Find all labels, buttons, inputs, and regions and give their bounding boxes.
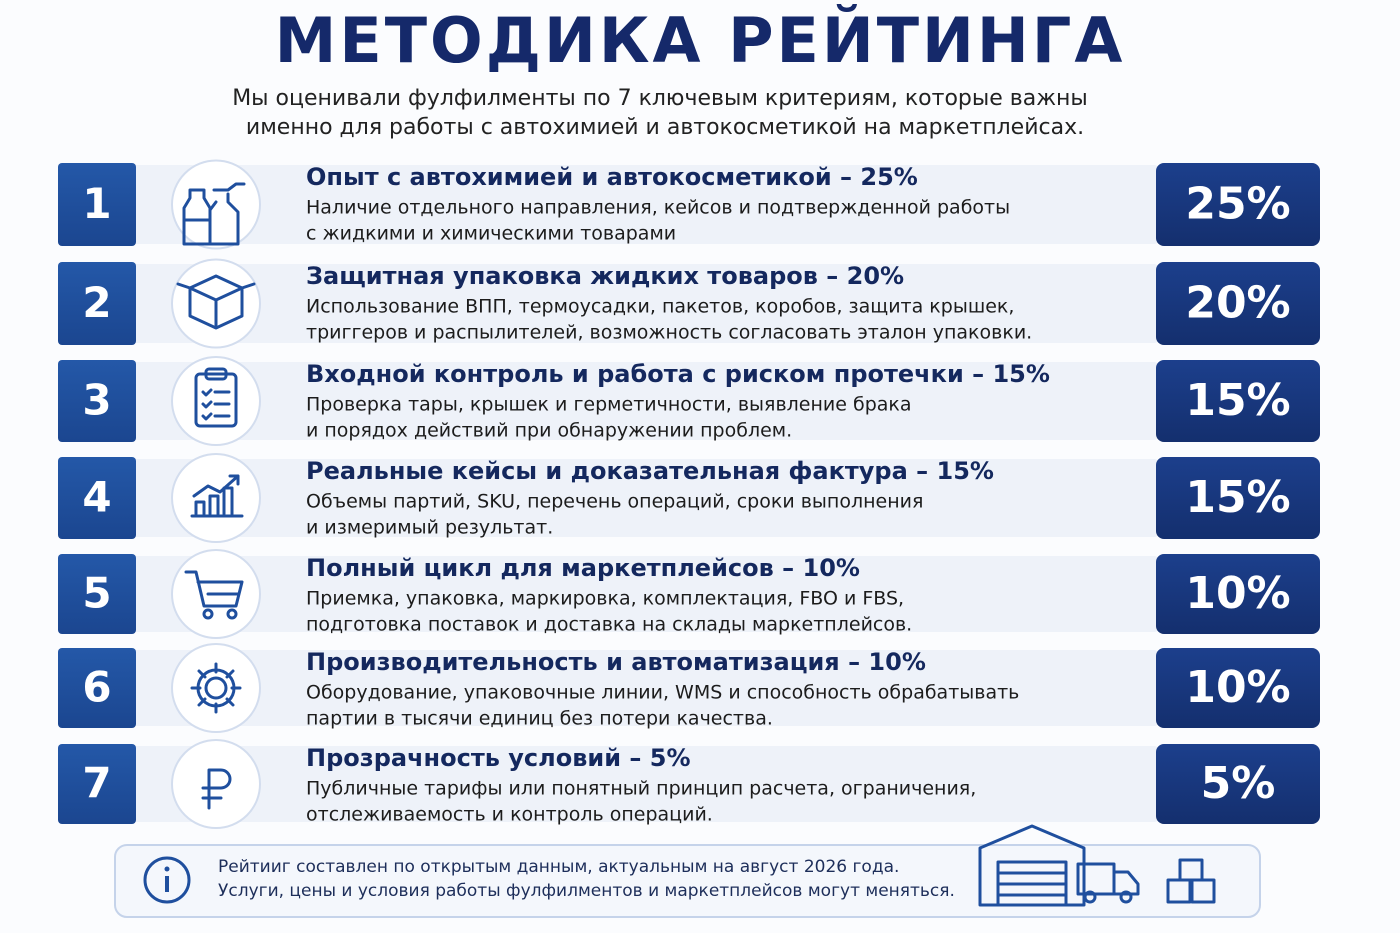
criterion-row: 6 Производительность и автоматизация – 10… bbox=[58, 643, 1320, 733]
criterion-icon bbox=[194, 367, 238, 428]
criterion-description: Наличие отдельного направления, кейсов и… bbox=[306, 197, 1010, 219]
icon-circle bbox=[171, 356, 261, 446]
number: 2 bbox=[82, 278, 111, 327]
weight-box bbox=[1156, 262, 1320, 345]
weight-box bbox=[1156, 554, 1320, 634]
criterion-row: 1 Опыт с автохимией и автокосметикой – 25… bbox=[58, 159, 1320, 250]
criterion-description: триггеров и распылителей, возможность со… bbox=[306, 322, 1032, 344]
criterion-description: Оборудование, упаковочные линии, WMS и с… bbox=[306, 682, 1019, 704]
criterion-description: партии в тысячи единиц без потери качест… bbox=[306, 708, 773, 730]
number: 6 bbox=[82, 663, 111, 712]
criterion-title: Реальные кейсы и доказательная фактура –… bbox=[306, 457, 994, 485]
criterion-description: отслеживаемость и контроль операций. bbox=[306, 804, 713, 826]
weight-box bbox=[1156, 457, 1320, 539]
weight: 15% bbox=[1185, 375, 1290, 426]
weight: 15% bbox=[1185, 472, 1290, 523]
number: 1 bbox=[82, 179, 111, 228]
number: 4 bbox=[82, 473, 111, 522]
row-panel bbox=[130, 362, 1160, 440]
criterion-icon bbox=[190, 474, 244, 518]
criterion-description: и измеримый результат. bbox=[306, 517, 553, 539]
criterion-description: Проверка тары, крышек и герметичности, в… bbox=[306, 394, 912, 416]
weight: 25% bbox=[1185, 179, 1290, 230]
criterion-description: Приемка, упаковка, маркировка, комплекта… bbox=[306, 588, 904, 610]
criterion-icon bbox=[182, 182, 246, 246]
subtitle: именно для работы с автохимией и автокос… bbox=[246, 115, 1084, 140]
number-box bbox=[58, 163, 136, 246]
footer-note: Рейтииг составлен по открытым данным, ак… bbox=[218, 857, 899, 877]
criterion-icon bbox=[184, 570, 244, 620]
subtitle: Мы оценивали фулфилменты по 7 ключевым к… bbox=[232, 86, 1088, 111]
number: 5 bbox=[82, 569, 111, 618]
criterion-row: 5 Полный цикл для маркетплейсов – 10% Прие… bbox=[58, 549, 1320, 639]
row-panel bbox=[130, 556, 1160, 632]
criterion-description: Использование ВПП, термоусадки, пакетов,… bbox=[306, 296, 1014, 318]
criteria-list: 1 Опыт с автохимией и автокосметикой – 25… bbox=[58, 159, 1320, 829]
criterion-title: Прозрачность условий – 5% bbox=[306, 744, 691, 772]
criterion-row: 3 Входной контроль и работа с риском прот… bbox=[58, 356, 1320, 446]
criterion-description: Публичные тарифы или понятный принцип ра… bbox=[306, 778, 976, 800]
warehouse-icon bbox=[978, 824, 1216, 907]
criterion-description: подготовка поставок и доставка на склады… bbox=[306, 614, 912, 636]
criterion-icon bbox=[176, 274, 256, 330]
number: 3 bbox=[82, 376, 111, 425]
criterion-description: Объемы партий, SKU, перечень операций, с… bbox=[306, 491, 923, 513]
weight: 20% bbox=[1185, 278, 1290, 329]
row-panel bbox=[130, 746, 1160, 822]
footer: Рейтииг составлен по открытым данным, ак… bbox=[114, 824, 1261, 918]
criterion-title: Опыт с автохимией и автокосметикой – 25% bbox=[306, 163, 918, 191]
number-box bbox=[58, 457, 136, 539]
row-panel bbox=[130, 264, 1160, 343]
criterion-title: Производительность и автоматизация – 10% bbox=[306, 648, 926, 676]
weight-box bbox=[1156, 360, 1320, 442]
icon-circle bbox=[171, 739, 261, 829]
criterion-row: 2 Защитная упаковка жидких товаров – 20% И… bbox=[58, 258, 1320, 349]
title: МЕТОДИКА РЕЙТИНГА bbox=[275, 4, 1126, 77]
criterion-row: 7 Прозрачность условий – 5% Публичные тари… bbox=[58, 739, 1320, 829]
icon-circle bbox=[171, 643, 261, 733]
criterion-title: Защитная упаковка жидких товаров – 20% bbox=[306, 262, 904, 290]
icon-circle bbox=[171, 453, 261, 543]
criterion-title: Полный цикл для маркетплейсов – 10% bbox=[306, 554, 860, 582]
weight-box bbox=[1156, 648, 1320, 728]
info-icon bbox=[143, 856, 191, 904]
number-box bbox=[58, 360, 136, 442]
footer-box bbox=[114, 844, 1261, 918]
criterion-icon bbox=[190, 662, 242, 714]
criterion-icon bbox=[201, 768, 232, 810]
criterion-title: Входной контроль и работа с риском проте… bbox=[306, 360, 1050, 388]
weight: 5% bbox=[1201, 758, 1276, 809]
footer-note: Услуги, цены и условия работы фулфилмент… bbox=[218, 881, 955, 901]
number-box bbox=[58, 648, 136, 728]
weight: 10% bbox=[1185, 568, 1290, 619]
row-panel bbox=[130, 459, 1160, 537]
number-box bbox=[58, 744, 136, 824]
weight-box bbox=[1156, 744, 1320, 824]
row-panel bbox=[130, 165, 1160, 244]
number-box bbox=[58, 554, 136, 634]
criterion-description: и порядох действий при обнаружении пробл… bbox=[306, 420, 792, 442]
row-panel bbox=[130, 650, 1160, 726]
number-box bbox=[58, 262, 136, 345]
criterion-description: с жидкими и химическими товарами bbox=[306, 223, 676, 245]
criterion-row: 4 Реальные кейсы и доказательная фактура … bbox=[58, 453, 1320, 543]
weight-box bbox=[1156, 163, 1320, 246]
number: 7 bbox=[82, 759, 111, 808]
weight: 10% bbox=[1185, 662, 1290, 713]
